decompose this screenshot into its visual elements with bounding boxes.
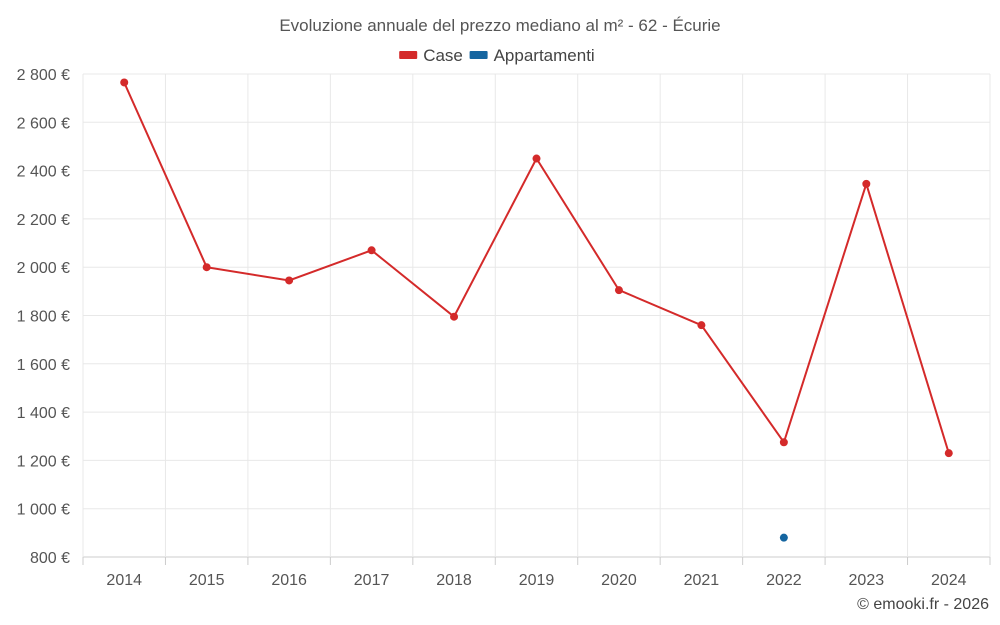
x-tick-label: 2015 (189, 572, 225, 589)
y-tick-label: 1 400 € (17, 405, 70, 422)
data-point[interactable] (862, 179, 871, 188)
data-point[interactable] (285, 276, 294, 285)
data-point[interactable] (944, 449, 953, 458)
legend-label: Appartamenti (494, 46, 595, 65)
legend-label: Case (423, 46, 463, 65)
legend-swatch (399, 51, 418, 59)
y-tick-label: 2 800 € (17, 67, 70, 84)
y-tick-label: 800 € (30, 550, 70, 567)
x-tick-label: 2022 (766, 572, 802, 589)
data-point[interactable] (367, 246, 376, 255)
x-tick-label: 2016 (271, 572, 307, 589)
data-point[interactable] (202, 263, 211, 272)
data-point[interactable] (614, 286, 623, 295)
x-tick-label: 2024 (931, 572, 967, 589)
x-tick-label: 2018 (436, 572, 472, 589)
x-axis: 2014 2015 2016 2017 2018 2019 2020 2021 2022 2023… (82, 557, 991, 589)
y-tick-label: 2 200 € (17, 212, 70, 229)
credit-text: © emooki.fr - 2026 (857, 596, 989, 613)
legend-item[interactable]: Appartamenti (469, 46, 595, 65)
series-appartamenti (779, 533, 788, 542)
y-tick-label: 1 200 € (17, 453, 70, 470)
y-tick-label: 1 800 € (17, 309, 70, 326)
x-tick-label: 2014 (106, 572, 142, 589)
y-tick-label: 2 600 € (17, 115, 70, 132)
chart-title: Evoluzione annuale del prezzo mediano al… (279, 16, 720, 35)
legend: Case Appartamenti (399, 46, 595, 65)
data-point[interactable] (532, 154, 541, 163)
series-case (120, 78, 953, 458)
series-layer (120, 78, 953, 542)
y-tick-label: 1 000 € (17, 502, 70, 519)
y-tick-label: 1 600 € (17, 357, 70, 374)
legend-swatch (469, 51, 488, 59)
x-tick-label: 2020 (601, 572, 637, 589)
y-axis: 800 € 1 000 € 1 200 € 1 400 € 1 600 € 1 800 €… (17, 67, 70, 567)
data-point[interactable] (779, 533, 788, 542)
y-tick-label: 2 000 € (17, 260, 70, 277)
x-tick-label: 2017 (354, 572, 390, 589)
data-point[interactable] (120, 78, 129, 87)
grid (82, 73, 991, 558)
data-point[interactable] (450, 312, 459, 321)
y-tick-label: 2 400 € (17, 164, 70, 181)
x-tick-label: 2021 (684, 572, 720, 589)
x-tick-label: 2023 (849, 572, 885, 589)
legend-item[interactable]: Case (399, 46, 463, 65)
data-point[interactable] (779, 438, 788, 447)
data-point[interactable] (697, 321, 706, 330)
x-tick-label: 2019 (519, 572, 555, 589)
